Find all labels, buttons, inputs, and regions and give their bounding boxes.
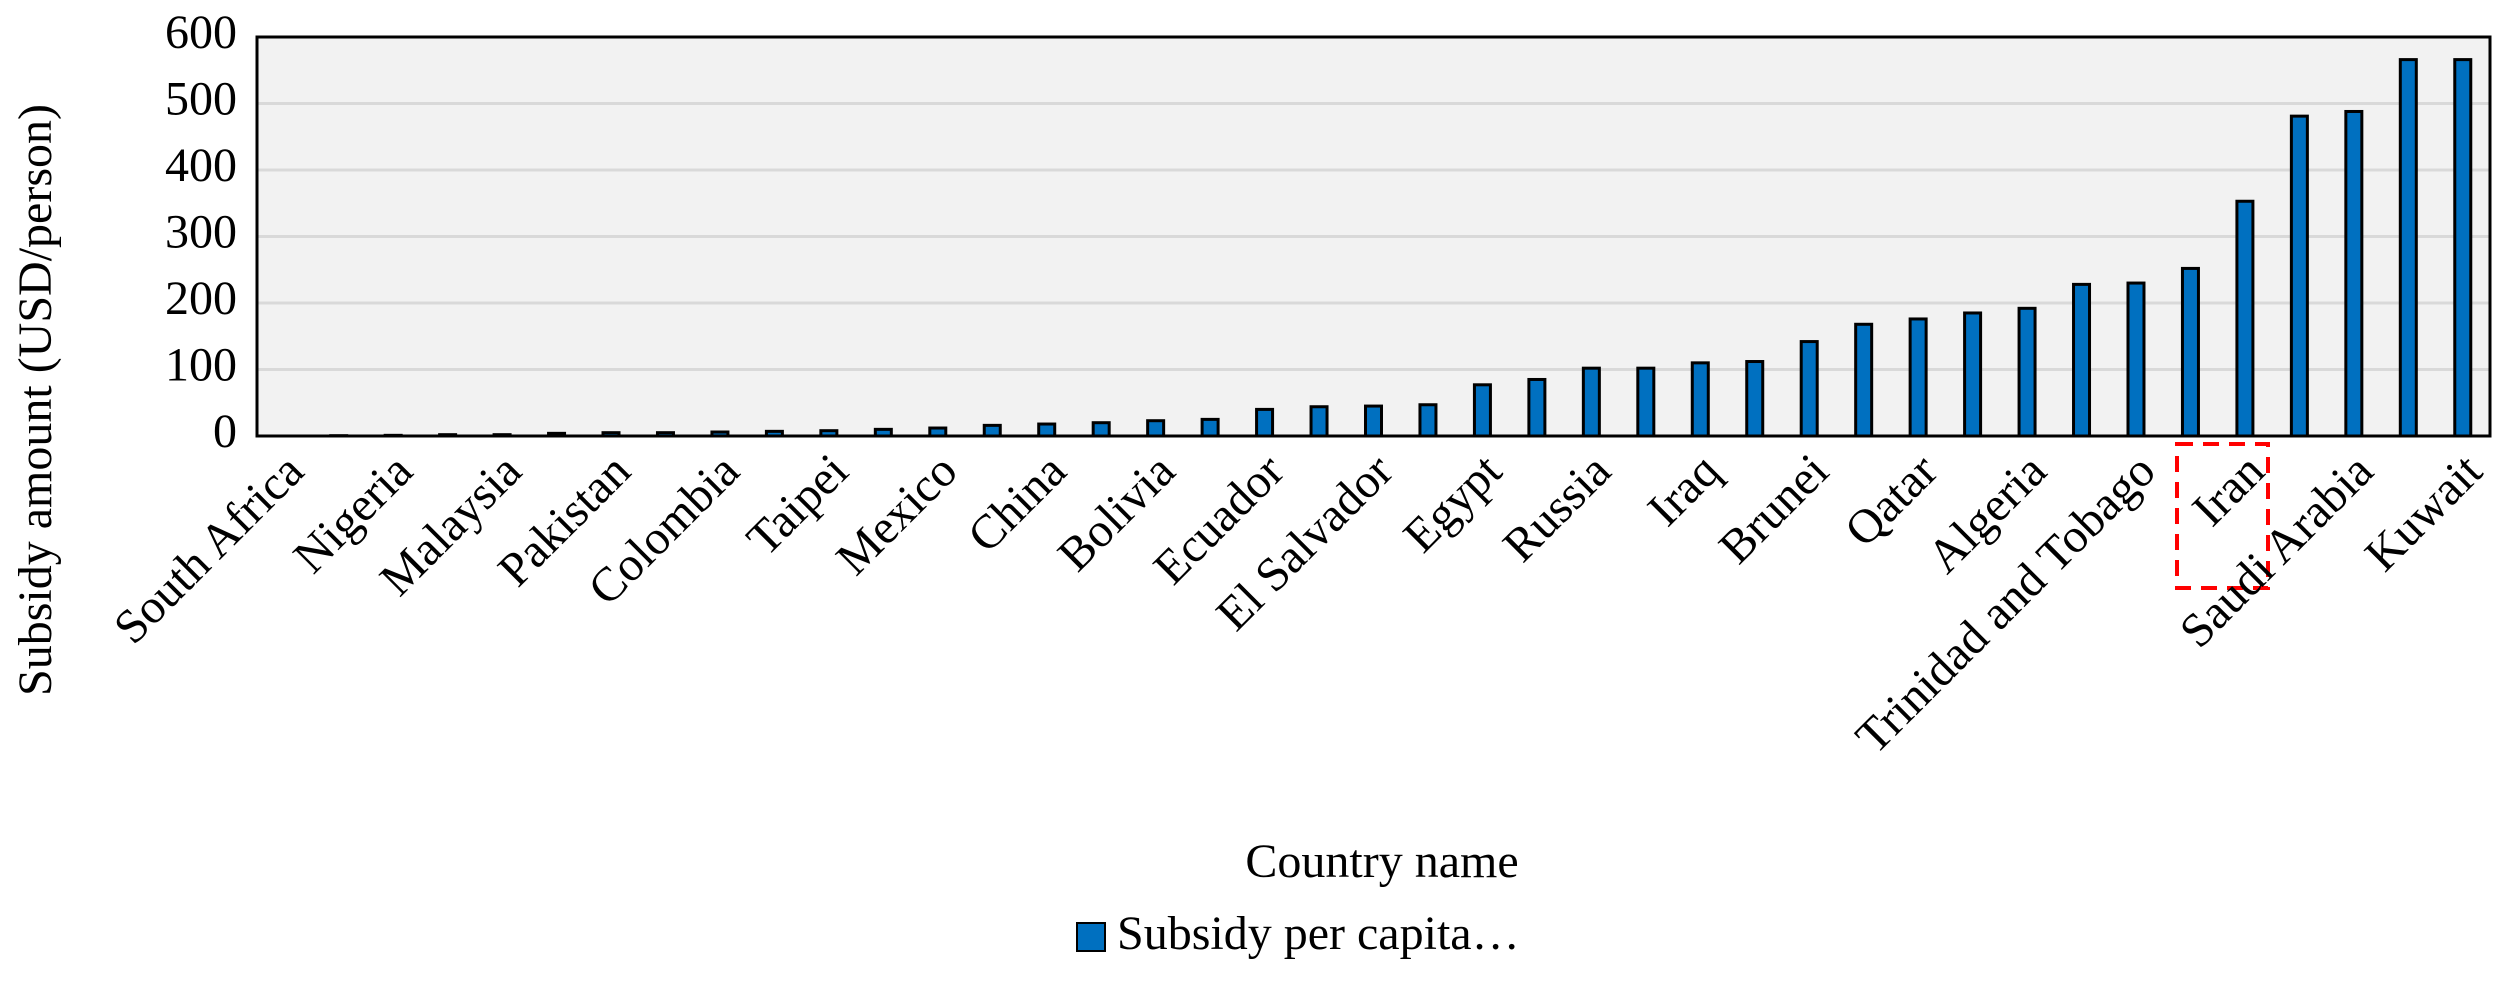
bar xyxy=(1690,361,1710,438)
y-tick-label: 100 xyxy=(165,339,237,392)
x-tick-label: Egypt xyxy=(1393,444,1512,563)
y-tick-label: 400 xyxy=(165,139,237,192)
bar xyxy=(1472,383,1492,438)
bar xyxy=(982,423,1002,438)
plot-border xyxy=(255,35,2492,438)
bar xyxy=(2017,306,2037,438)
bar xyxy=(2235,199,2255,438)
x-tick-label: Iraq xyxy=(1638,444,1730,536)
bar xyxy=(1854,322,1874,438)
x-tick-label: South Africa xyxy=(104,444,314,654)
x-tick-label: Iran xyxy=(2182,444,2274,536)
bar xyxy=(1527,377,1547,438)
bar xyxy=(1581,366,1601,438)
bar xyxy=(2289,114,2309,438)
y-tick-label: 0 xyxy=(213,405,237,458)
bar xyxy=(1146,419,1166,438)
bar xyxy=(2344,109,2364,438)
bar xyxy=(1255,407,1275,438)
y-tick-label: 500 xyxy=(165,73,237,126)
legend-label: Subsidy per capita… xyxy=(1117,907,1520,960)
bar xyxy=(1309,405,1329,438)
bar xyxy=(1963,311,1983,438)
x-tick-label: Kuwait xyxy=(2355,444,2493,582)
bar xyxy=(2180,266,2200,438)
bar xyxy=(2072,282,2092,438)
bar xyxy=(1636,366,1656,438)
x-axis-title: Country name xyxy=(1245,835,1518,888)
bar xyxy=(1908,317,1928,438)
bar xyxy=(2126,281,2146,438)
bar xyxy=(2453,58,2473,438)
bar xyxy=(1037,422,1057,438)
legend-swatch xyxy=(1076,922,1106,952)
y-tick-label: 200 xyxy=(165,272,237,325)
bar xyxy=(1364,404,1383,438)
bar xyxy=(1799,340,1819,438)
bar xyxy=(1091,421,1111,438)
y-tick-label: 300 xyxy=(165,206,237,259)
bar xyxy=(2398,58,2418,438)
bar xyxy=(1418,403,1438,438)
x-tick-label: Mexico xyxy=(826,444,967,585)
bar xyxy=(1200,417,1220,438)
highlight-box xyxy=(2175,442,2270,590)
bars xyxy=(329,58,2473,438)
x-tick-label: Saudi Arabia xyxy=(2170,444,2384,658)
x-tick-label: Russia xyxy=(1493,444,1621,572)
y-axis-title: Subsidy amount (USD/person) xyxy=(9,104,62,696)
x-tick-label: Brunei xyxy=(1709,444,1839,574)
y-tick-label: 600 xyxy=(165,6,237,59)
bar xyxy=(1745,360,1765,438)
